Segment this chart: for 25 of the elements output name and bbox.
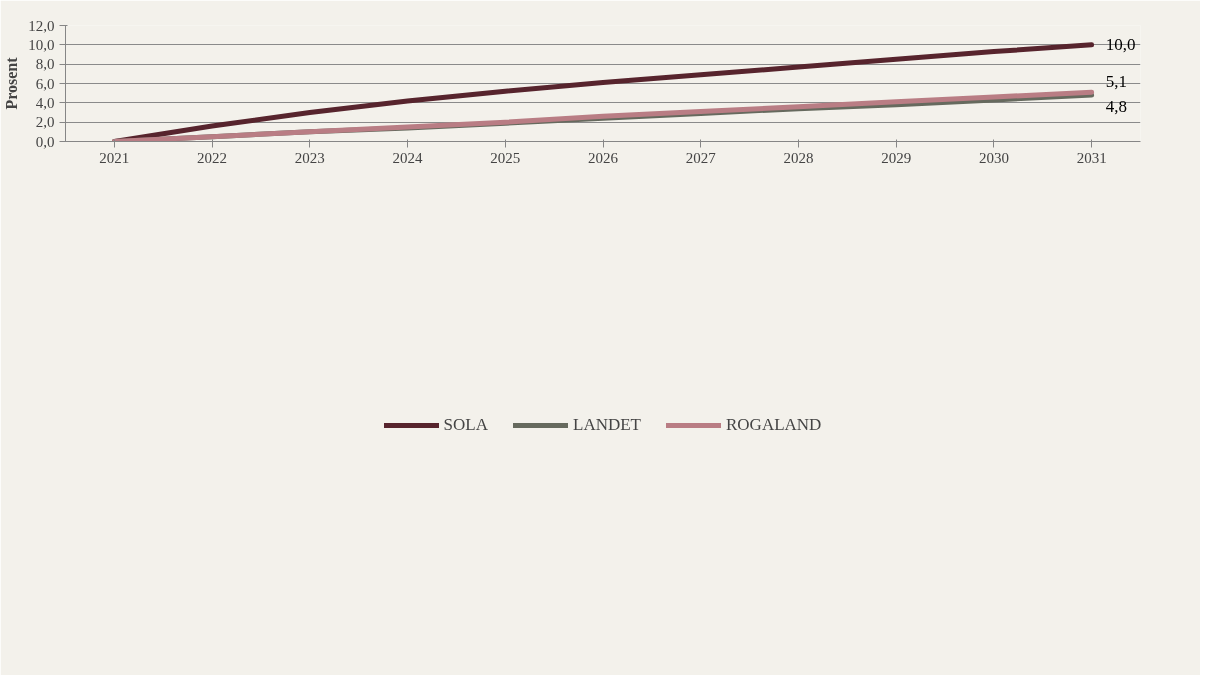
x-tick-label: 2024 xyxy=(392,149,424,166)
x-tick-label: 2022 xyxy=(197,149,228,166)
y-tick-label: 0,0 xyxy=(35,133,55,150)
x-tick-label: 2030 xyxy=(978,149,1009,166)
x-tick-label: 2026 xyxy=(588,149,619,166)
legend-label: LANDET xyxy=(573,415,641,435)
data-label: 5,1 xyxy=(1105,71,1127,91)
y-tick-label: 10,0 xyxy=(28,36,55,53)
x-tick-label: 2025 xyxy=(490,149,521,166)
x-tick-label: 2028 xyxy=(783,149,814,166)
y-tick-label: 8,0 xyxy=(35,56,55,73)
y-axis-title: Prosent xyxy=(3,56,21,110)
x-tick-label: 2029 xyxy=(881,149,912,166)
data-label: 4,8 xyxy=(1105,96,1127,116)
y-tick-label: 2,0 xyxy=(35,114,55,131)
y-tick-label: 12,0 xyxy=(28,17,55,34)
legend-label: SOLA xyxy=(443,415,489,435)
y-tick-label: 4,0 xyxy=(35,94,55,111)
x-tick-label: 2023 xyxy=(294,149,325,166)
y-tick-label: 6,0 xyxy=(35,75,55,92)
x-tick-label: 2021 xyxy=(99,149,130,166)
legend-label: ROGALAND xyxy=(726,415,822,435)
data-label: 10,0 xyxy=(1105,35,1136,55)
x-tick-label: 2027 xyxy=(685,149,717,166)
x-tick-label: 2031 xyxy=(1076,149,1107,166)
